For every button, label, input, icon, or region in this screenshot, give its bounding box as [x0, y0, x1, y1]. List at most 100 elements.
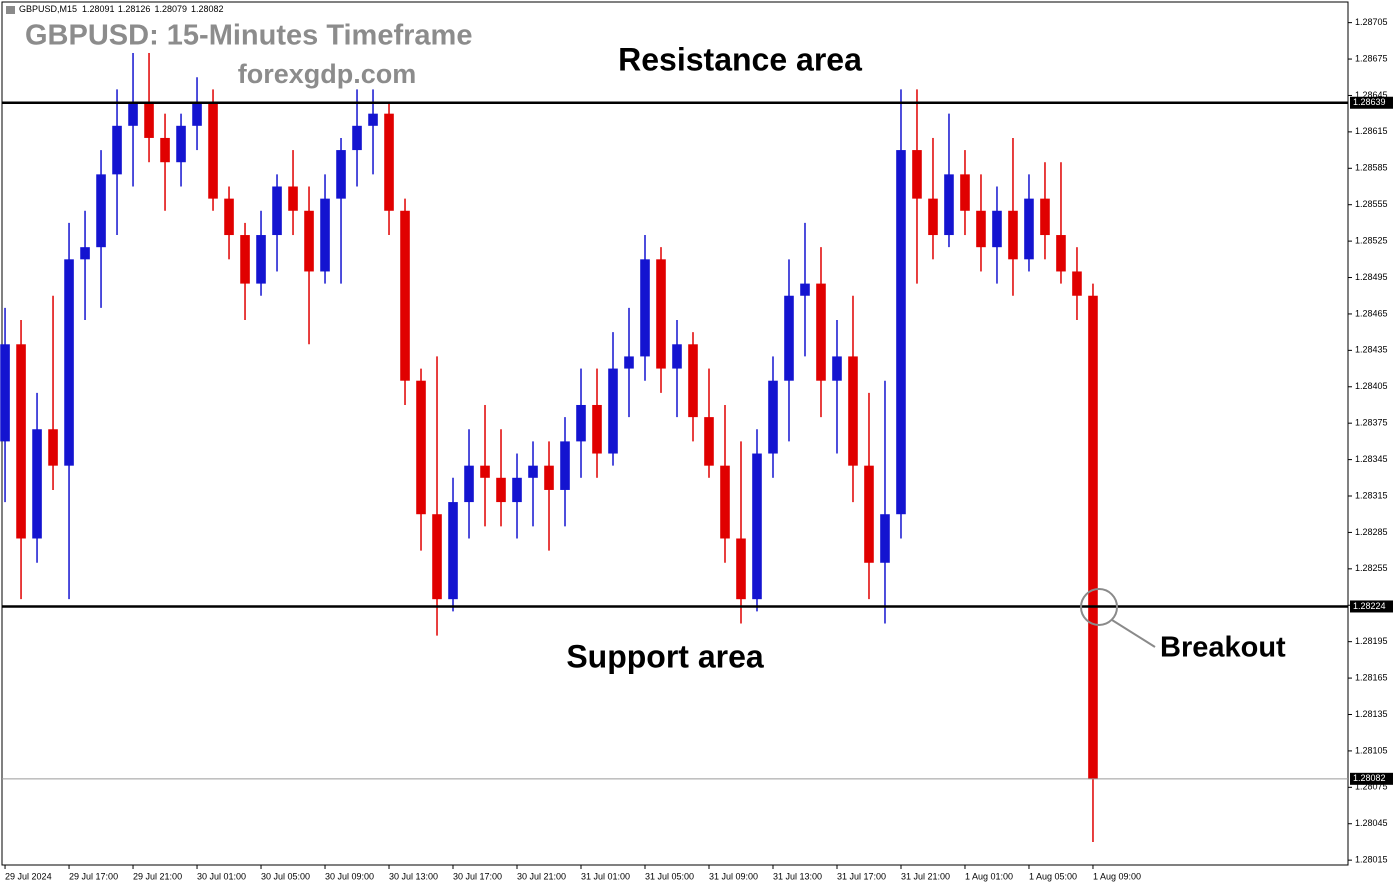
breakout-pointer [1111, 619, 1156, 648]
level-tag-label: 1.28224 [1353, 601, 1386, 611]
y-tick-label: 1.28135 [1355, 709, 1388, 719]
y-tick-label: 1.28675 [1355, 53, 1388, 63]
info-high: 1.28126 [118, 4, 151, 14]
x-tick-label: 29 Jul 17:00 [69, 871, 118, 881]
candle-body [480, 465, 490, 478]
y-tick-label: 1.28045 [1355, 818, 1388, 828]
candle-body [304, 210, 314, 272]
candle-body [1056, 235, 1066, 272]
candle-body [448, 502, 458, 600]
x-tick-label: 31 Jul 21:00 [901, 871, 950, 881]
y-tick-label: 1.28555 [1355, 199, 1388, 209]
candle-body [64, 259, 74, 466]
candle-body [992, 210, 1002, 248]
candle-body [832, 356, 842, 381]
candle-body [96, 174, 106, 248]
y-tick-label: 1.28315 [1355, 490, 1388, 500]
x-tick-label: 29 Jul 2024 [5, 871, 52, 881]
candle-body [32, 429, 42, 539]
candle-body [400, 210, 410, 381]
y-tick-label: 1.28105 [1355, 745, 1388, 755]
annotation: Resistance area [618, 41, 862, 77]
candle-body [496, 477, 506, 503]
level-tag-label: 1.28082 [1353, 773, 1386, 783]
y-tick-label: 1.28165 [1355, 672, 1388, 682]
breakout-circle [1080, 588, 1118, 626]
y-tick-label: 1.28435 [1355, 345, 1388, 355]
candle-body [720, 465, 730, 539]
candle-body [592, 404, 602, 454]
x-tick-label: 30 Jul 05:00 [261, 871, 310, 881]
candle-body [752, 453, 762, 600]
x-tick-label: 1 Aug 05:00 [1029, 871, 1077, 881]
y-tick-label: 1.28525 [1355, 235, 1388, 245]
x-tick-label: 31 Jul 17:00 [837, 871, 886, 881]
candle-body [144, 101, 154, 138]
x-tick-label: 31 Jul 01:00 [581, 871, 630, 881]
candle-body [16, 344, 26, 539]
y-tick-label: 1.28615 [1355, 126, 1388, 136]
candle-body [416, 380, 426, 515]
candle-body [624, 356, 634, 369]
candle-body [288, 186, 298, 211]
plot-area [1, 1, 1349, 866]
candle-body [672, 344, 682, 369]
candle-body [176, 125, 186, 163]
candle-body [944, 174, 954, 236]
candle-body [48, 429, 58, 466]
chart-title: GBPUSD: 15-Minutes Timeframe [25, 20, 472, 52]
level-tag [1350, 96, 1393, 109]
candle-body [1040, 198, 1050, 236]
info-low: 1.28079 [154, 4, 187, 14]
candle-body [224, 198, 234, 236]
x-tick-label: 1 Aug 01:00 [965, 871, 1013, 881]
candle-body [1072, 271, 1082, 296]
candle-body [768, 380, 778, 454]
candle-body [544, 465, 554, 490]
x-tick-label: 1 Aug 09:00 [1093, 871, 1141, 881]
candle-body [912, 150, 922, 199]
x-tick-label: 30 Jul 17:00 [453, 871, 502, 881]
y-tick-label: 1.28345 [1355, 454, 1388, 464]
annotation: Support area [566, 638, 764, 674]
info-close: 1.28082 [191, 4, 224, 14]
candle-body [528, 465, 538, 478]
candle-body [848, 356, 858, 466]
y-tick-label: 1.28015 [1355, 855, 1388, 865]
candle-body [1088, 295, 1098, 779]
candle-body [608, 368, 618, 454]
candle-body [736, 538, 746, 600]
candle-body [160, 137, 170, 163]
level-tag [1350, 600, 1393, 613]
info-symbol: GBPUSD,M15 [19, 4, 77, 14]
candle-body [464, 465, 474, 503]
candle-body [976, 210, 986, 248]
y-tick-label: 1.28075 [1355, 782, 1388, 792]
y-tick-label: 1.28645 [1355, 90, 1388, 100]
candle-body [816, 283, 826, 381]
candle-body [864, 465, 874, 563]
level-tag [1350, 772, 1393, 785]
candle-body [560, 441, 570, 490]
x-tick-label: 30 Jul 21:00 [517, 871, 566, 881]
y-tick-label: 1.28195 [1355, 636, 1388, 646]
y-tick-label: 1.28495 [1355, 272, 1388, 282]
candle-body [256, 235, 266, 284]
candle-body [432, 514, 442, 600]
x-tick-label: 30 Jul 01:00 [197, 871, 246, 881]
candle-body [656, 259, 666, 369]
candle-body [112, 125, 122, 175]
candle-body [640, 259, 650, 357]
candle-body [352, 125, 362, 151]
candle-body [688, 344, 698, 418]
candle-body [336, 150, 346, 199]
y-tick-label: 1.28285 [1355, 527, 1388, 537]
y-tick-label: 1.28255 [1355, 563, 1388, 573]
symbol-icon [6, 6, 15, 14]
candle-body [576, 404, 586, 442]
y-tick-label: 1.28375 [1355, 418, 1388, 428]
x-tick-label: 31 Jul 09:00 [709, 871, 758, 881]
candle-body [928, 198, 938, 236]
candle-body [240, 235, 250, 284]
